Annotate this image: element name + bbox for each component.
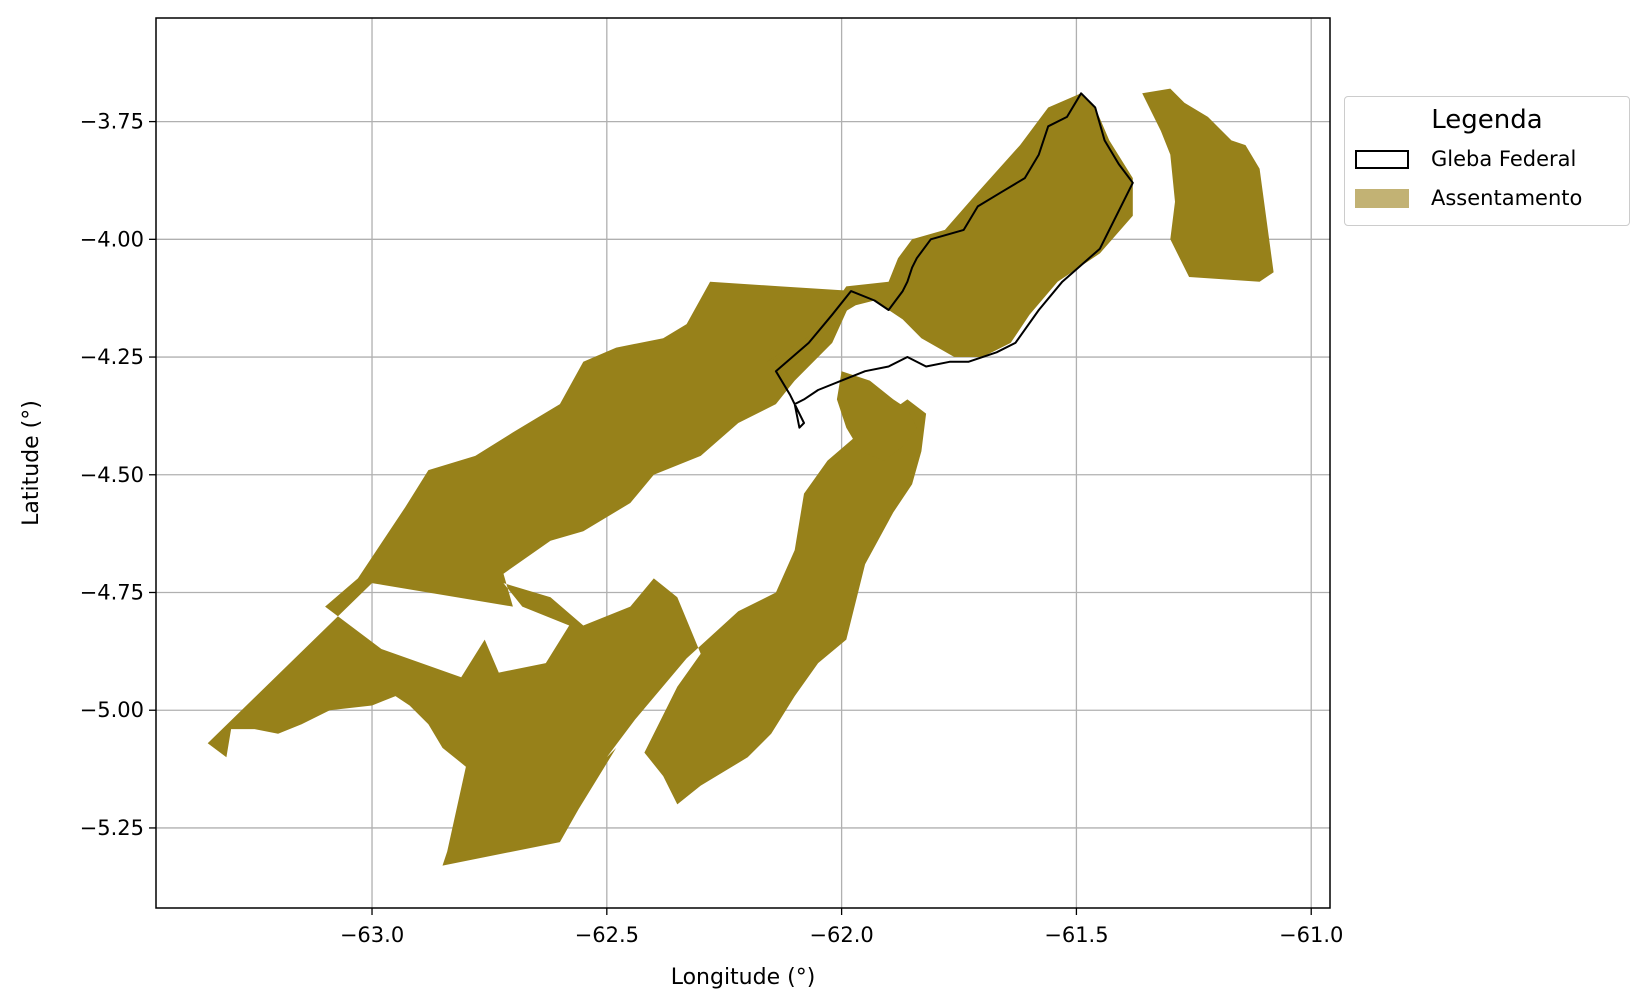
fill-swatch-icon xyxy=(1355,188,1409,208)
x-tick-label: −61.0 xyxy=(1279,923,1343,947)
y-axis-label: Latitude (°) xyxy=(19,400,44,526)
outline-swatch-icon xyxy=(1355,149,1409,169)
y-tick-label: −3.75 xyxy=(80,110,144,134)
assentamento-polygon xyxy=(1142,88,1274,282)
y-tick-label: −5.00 xyxy=(80,698,144,722)
y-tick-label: −5.25 xyxy=(80,816,144,840)
x-axis-label: Longitude (°) xyxy=(671,965,816,990)
assentamento-polygon xyxy=(207,281,927,866)
map-layers xyxy=(207,88,1274,866)
legend-label: Gleba Federal xyxy=(1431,147,1577,171)
x-tick-label: −63.0 xyxy=(340,923,404,947)
grid xyxy=(156,18,1330,908)
plot-frame xyxy=(155,17,1331,909)
y-tick-label: −4.75 xyxy=(80,580,144,604)
y-tick-label: −4.00 xyxy=(80,227,144,251)
assentamento-polygon xyxy=(836,371,917,461)
legend-item-assentamento: Assentamento xyxy=(1355,183,1582,213)
y-tick-label: −4.25 xyxy=(80,345,144,369)
legend-label: Assentamento xyxy=(1431,186,1583,210)
x-axis: −63.0 −62.5 −62.0 −61.5 −61.0 xyxy=(340,908,1343,947)
legend-title: Legenda xyxy=(1431,105,1543,135)
gleba-federal-outline xyxy=(774,92,1134,429)
y-tick-label: −4.50 xyxy=(80,463,144,487)
x-tick-label: −62.5 xyxy=(575,923,639,947)
y-axis: −3.75 −4.00 −4.25 −4.50 −4.75 −5.00 −5.25 xyxy=(80,110,156,840)
legend: Legenda Gleba Federal Assentamento xyxy=(1344,96,1630,226)
legend-item-gleba-federal: Gleba Federal xyxy=(1355,144,1576,174)
x-tick-label: −61.5 xyxy=(1044,923,1108,947)
x-tick-label: −62.0 xyxy=(809,923,873,947)
